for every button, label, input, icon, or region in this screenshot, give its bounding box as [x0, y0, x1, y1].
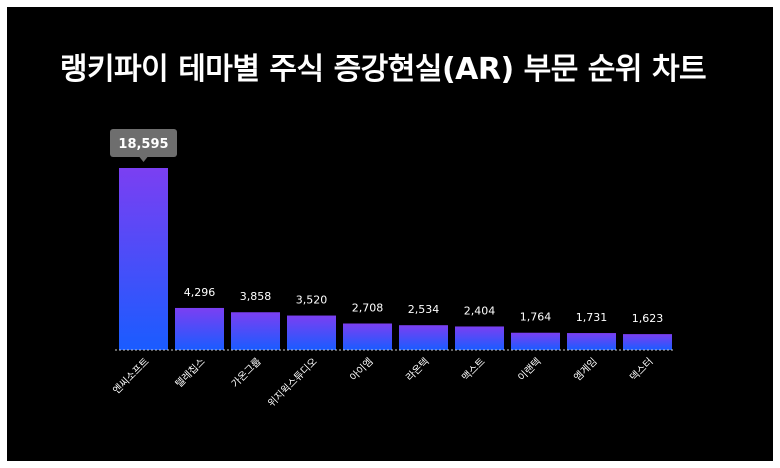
category-label-7: 맥스트: [460, 356, 488, 384]
value-label-6: 2,534: [408, 303, 440, 316]
category-label-6: 라온텍: [404, 356, 432, 384]
category-label-3: 가온그룹: [229, 356, 264, 391]
category-label-1: 엔씨소프트: [111, 356, 152, 397]
bar-9: [567, 333, 616, 350]
bar-8: [511, 332, 560, 350]
category-label-2: 텔레칩스: [173, 356, 208, 391]
bar-2: [175, 307, 224, 350]
value-label-8: 1,764: [520, 311, 552, 324]
highlight-label-pointer: [139, 157, 148, 162]
value-label-5: 2,708: [352, 301, 384, 314]
bar-4: [287, 315, 336, 350]
bar-10: [623, 334, 672, 350]
highlight-label-box: [110, 129, 177, 157]
value-label-1: 18,595: [118, 137, 168, 152]
value-label-4: 3,520: [296, 294, 328, 307]
category-label-9: 엠게임: [571, 355, 600, 384]
chart-title: 랭키파이 테마별 주식 증강현실(AR) 부문 순위 차트: [59, 52, 707, 87]
bar-7: [455, 326, 504, 350]
value-label-9: 1,731: [576, 311, 608, 324]
bar-5: [343, 323, 392, 350]
bar-3: [231, 312, 280, 350]
category-label-4: 위지윅스튜디오: [265, 355, 320, 410]
bar-1: [119, 168, 168, 350]
value-label-2: 4,296: [184, 286, 216, 299]
category-label-10: 덱스터: [628, 356, 656, 384]
bar-6: [399, 325, 448, 350]
category-label-8: 이랜텍: [516, 356, 544, 384]
value-label-3: 3,858: [240, 290, 272, 303]
value-label-7: 2,404: [464, 304, 496, 317]
category-label-5: 아이엠: [348, 356, 376, 384]
value-label-10: 1,623: [632, 312, 664, 325]
